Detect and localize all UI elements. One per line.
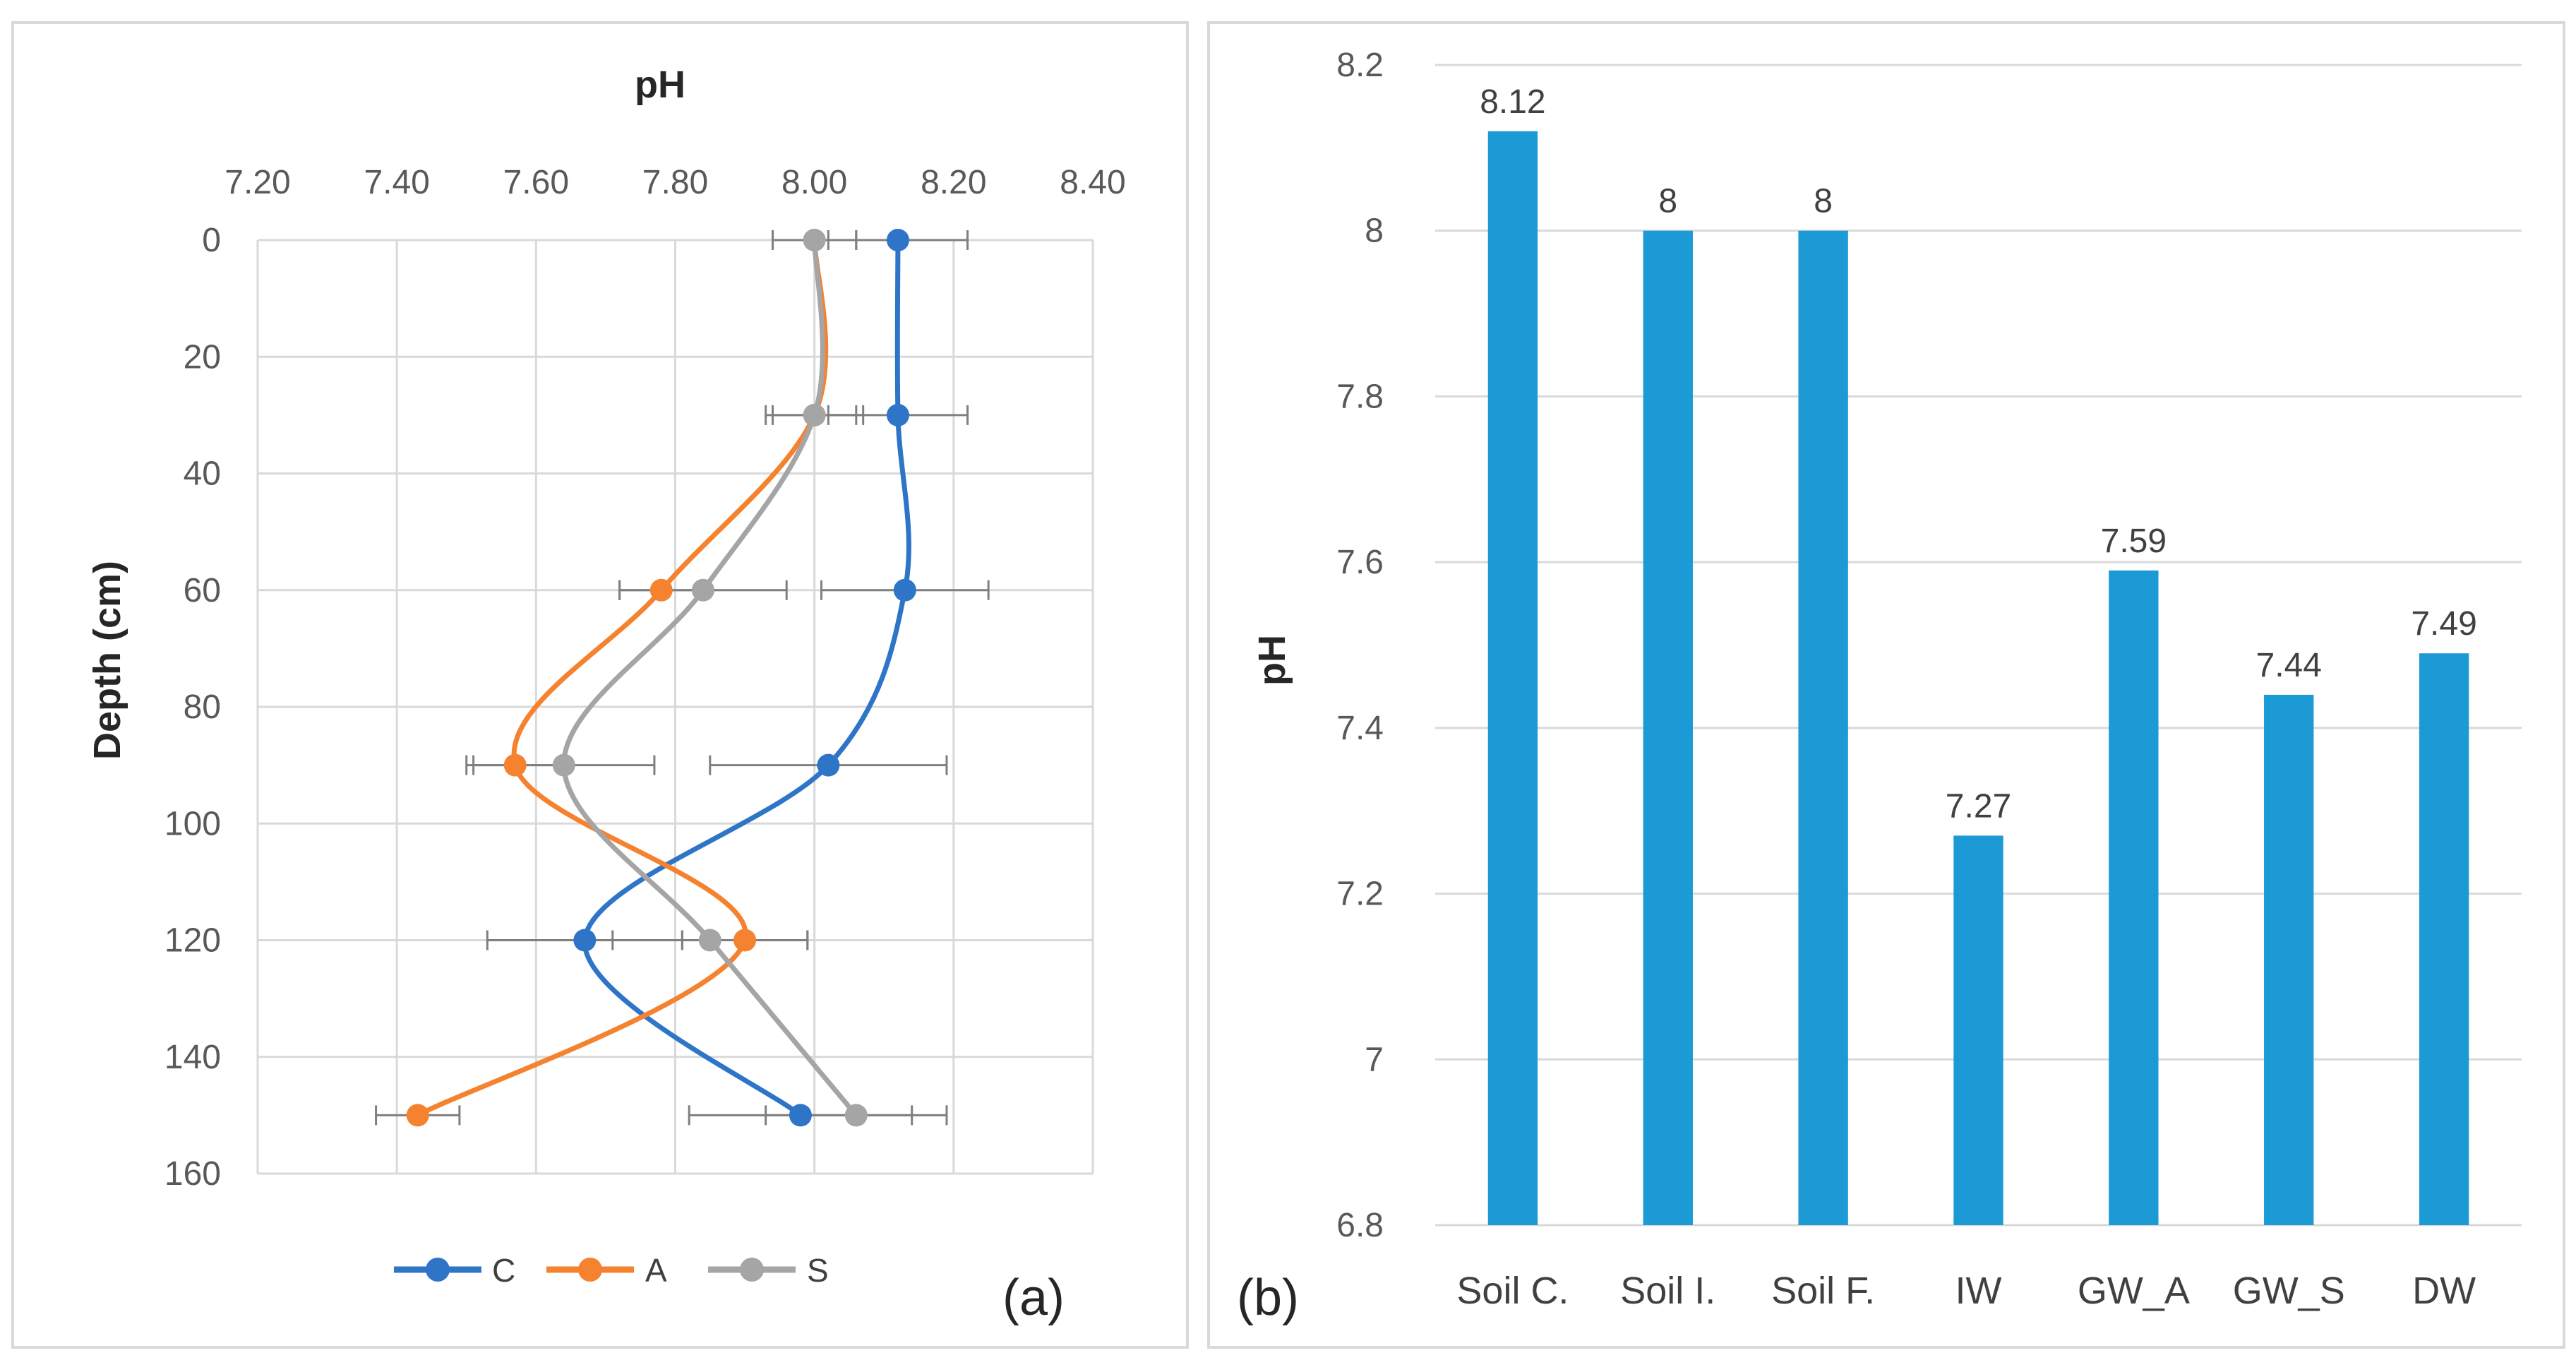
panel-b-frame bbox=[1207, 21, 2565, 1349]
b-category-soil-f: Soil F. bbox=[1771, 1270, 1875, 1312]
b-y-tick-1: 7 bbox=[1365, 1041, 1384, 1078]
legend-s-marker bbox=[740, 1258, 764, 1282]
b-data-label-gw-s: 7.44 bbox=[2256, 647, 2322, 684]
b-y-tick-4: 7.6 bbox=[1336, 544, 1384, 581]
b-category-soil-i: Soil I. bbox=[1620, 1270, 1715, 1312]
a-point-c-0 bbox=[886, 229, 909, 251]
a-x-tick-6: 8.40 bbox=[1060, 164, 1125, 201]
b-data-label-iw: 7.27 bbox=[1946, 787, 2011, 825]
b-category-soil-c: Soil C. bbox=[1456, 1270, 1569, 1312]
b-category-iw: IW bbox=[1955, 1270, 2002, 1312]
panel-a-series-points bbox=[406, 229, 916, 1127]
panel-b-y-tick-labels: 6.8 7 7.2 7.4 7.6 7.8 8 8.2 bbox=[1336, 47, 1384, 1244]
panel-b-y-axis-label: pH bbox=[1251, 635, 1293, 686]
panel-a-y-tick-labels: 0 20 40 60 80 100 120 140 160 bbox=[164, 222, 221, 1193]
a-y-tick-3: 60 bbox=[184, 572, 221, 609]
a-point-s-1 bbox=[803, 403, 826, 427]
b-data-label-soil-c: 8.12 bbox=[1480, 83, 1545, 121]
a-point-s-3 bbox=[552, 753, 575, 777]
panel-b: 6.8 7 7.2 7.4 7.6 7.8 8 8.2 pH 8.12 8 8 7.27 7.59 7.… bbox=[1207, 21, 2565, 1349]
a-y-tick-4: 80 bbox=[184, 688, 221, 726]
legend-c-label: C bbox=[492, 1252, 515, 1289]
b-bar-gw-s bbox=[2264, 694, 2314, 1225]
panel-b-bars bbox=[1487, 131, 2469, 1225]
b-bar-iw bbox=[1953, 835, 2003, 1225]
b-bar-soil-c bbox=[1487, 131, 1538, 1225]
legend-s-label: S bbox=[807, 1252, 829, 1289]
panel-a-title: pH bbox=[635, 64, 685, 106]
b-category-gw-s: GW_S bbox=[2233, 1270, 2345, 1312]
a-point-a-5 bbox=[406, 1104, 429, 1127]
panel-a-y-axis-label: Depth (cm) bbox=[86, 561, 128, 760]
legend-item-a: A bbox=[546, 1252, 667, 1289]
legend-item-c: C bbox=[394, 1252, 515, 1289]
a-y-tick-1: 20 bbox=[184, 338, 221, 376]
legend-a-marker bbox=[578, 1258, 602, 1282]
b-y-tick-5: 7.8 bbox=[1336, 378, 1384, 415]
b-y-tick-3: 7.4 bbox=[1336, 710, 1384, 747]
a-point-s-5 bbox=[844, 1104, 868, 1127]
a-y-tick-7: 140 bbox=[164, 1039, 221, 1076]
panel-b-category-labels: Soil C. Soil I. Soil F. IW GW_A GW_S DW bbox=[1456, 1270, 2476, 1312]
panel-a-frame bbox=[11, 21, 1189, 1349]
panel-b-data-labels: 8.12 8 8 7.27 7.59 7.44 7.49 bbox=[1480, 83, 2477, 825]
a-point-c-1 bbox=[886, 403, 909, 427]
a-x-tick-2: 7.60 bbox=[503, 164, 569, 201]
b-bar-gw-a bbox=[2109, 570, 2159, 1225]
a-point-s-4 bbox=[698, 929, 721, 952]
a-point-a-3 bbox=[503, 753, 527, 777]
a-x-tick-3: 7.80 bbox=[642, 164, 708, 201]
panel-a-legend: C A S bbox=[394, 1252, 829, 1289]
a-y-tick-0: 0 bbox=[202, 222, 221, 259]
panel-b-label: (b) bbox=[1237, 1270, 1299, 1326]
a-y-tick-6: 120 bbox=[164, 922, 221, 960]
b-bar-dw bbox=[2419, 653, 2469, 1225]
a-y-tick-5: 100 bbox=[164, 805, 221, 842]
b-data-label-soil-f: 8 bbox=[1814, 183, 1833, 220]
a-x-tick-5: 8.20 bbox=[921, 164, 986, 201]
a-point-s-2 bbox=[691, 578, 714, 602]
b-bar-soil-i bbox=[1643, 230, 1693, 1225]
a-y-tick-8: 160 bbox=[164, 1155, 221, 1193]
b-data-label-gw-a: 7.59 bbox=[2101, 523, 2167, 560]
b-y-tick-6: 8 bbox=[1365, 213, 1384, 250]
b-bar-soil-f bbox=[1798, 230, 1848, 1225]
legend-a-label: A bbox=[645, 1252, 667, 1289]
b-data-label-dw: 7.49 bbox=[2411, 605, 2476, 643]
a-x-tick-0: 7.20 bbox=[224, 164, 290, 201]
legend-item-s: S bbox=[708, 1252, 829, 1289]
b-y-tick-0: 6.8 bbox=[1336, 1207, 1384, 1244]
a-point-c-2 bbox=[893, 578, 916, 602]
panel-a-label: (a) bbox=[1002, 1270, 1065, 1326]
b-category-dw: DW bbox=[2412, 1270, 2476, 1312]
a-point-a-2 bbox=[649, 578, 673, 602]
a-point-c-5 bbox=[789, 1104, 812, 1127]
a-point-a-4 bbox=[733, 929, 757, 952]
b-y-tick-2: 7.2 bbox=[1336, 876, 1384, 913]
a-point-c-4 bbox=[573, 929, 597, 952]
b-data-label-soil-i: 8 bbox=[1658, 183, 1677, 220]
panel-a: pH 7.20 7.40 7.60 7.80 8.00 8.20 8.40 0 20 40 60 8… bbox=[11, 21, 1189, 1349]
panel-a-x-tick-labels: 7.20 7.40 7.60 7.80 8.00 8.20 8.40 bbox=[224, 164, 1125, 201]
a-y-tick-2: 40 bbox=[184, 455, 221, 493]
a-x-tick-4: 8.00 bbox=[781, 164, 847, 201]
a-point-s-0 bbox=[803, 229, 826, 251]
legend-c-marker bbox=[426, 1258, 450, 1282]
b-category-gw-a: GW_A bbox=[2078, 1270, 2190, 1312]
a-point-c-3 bbox=[817, 753, 840, 777]
a-x-tick-1: 7.40 bbox=[364, 164, 429, 201]
b-y-tick-7: 8.2 bbox=[1336, 47, 1384, 84]
